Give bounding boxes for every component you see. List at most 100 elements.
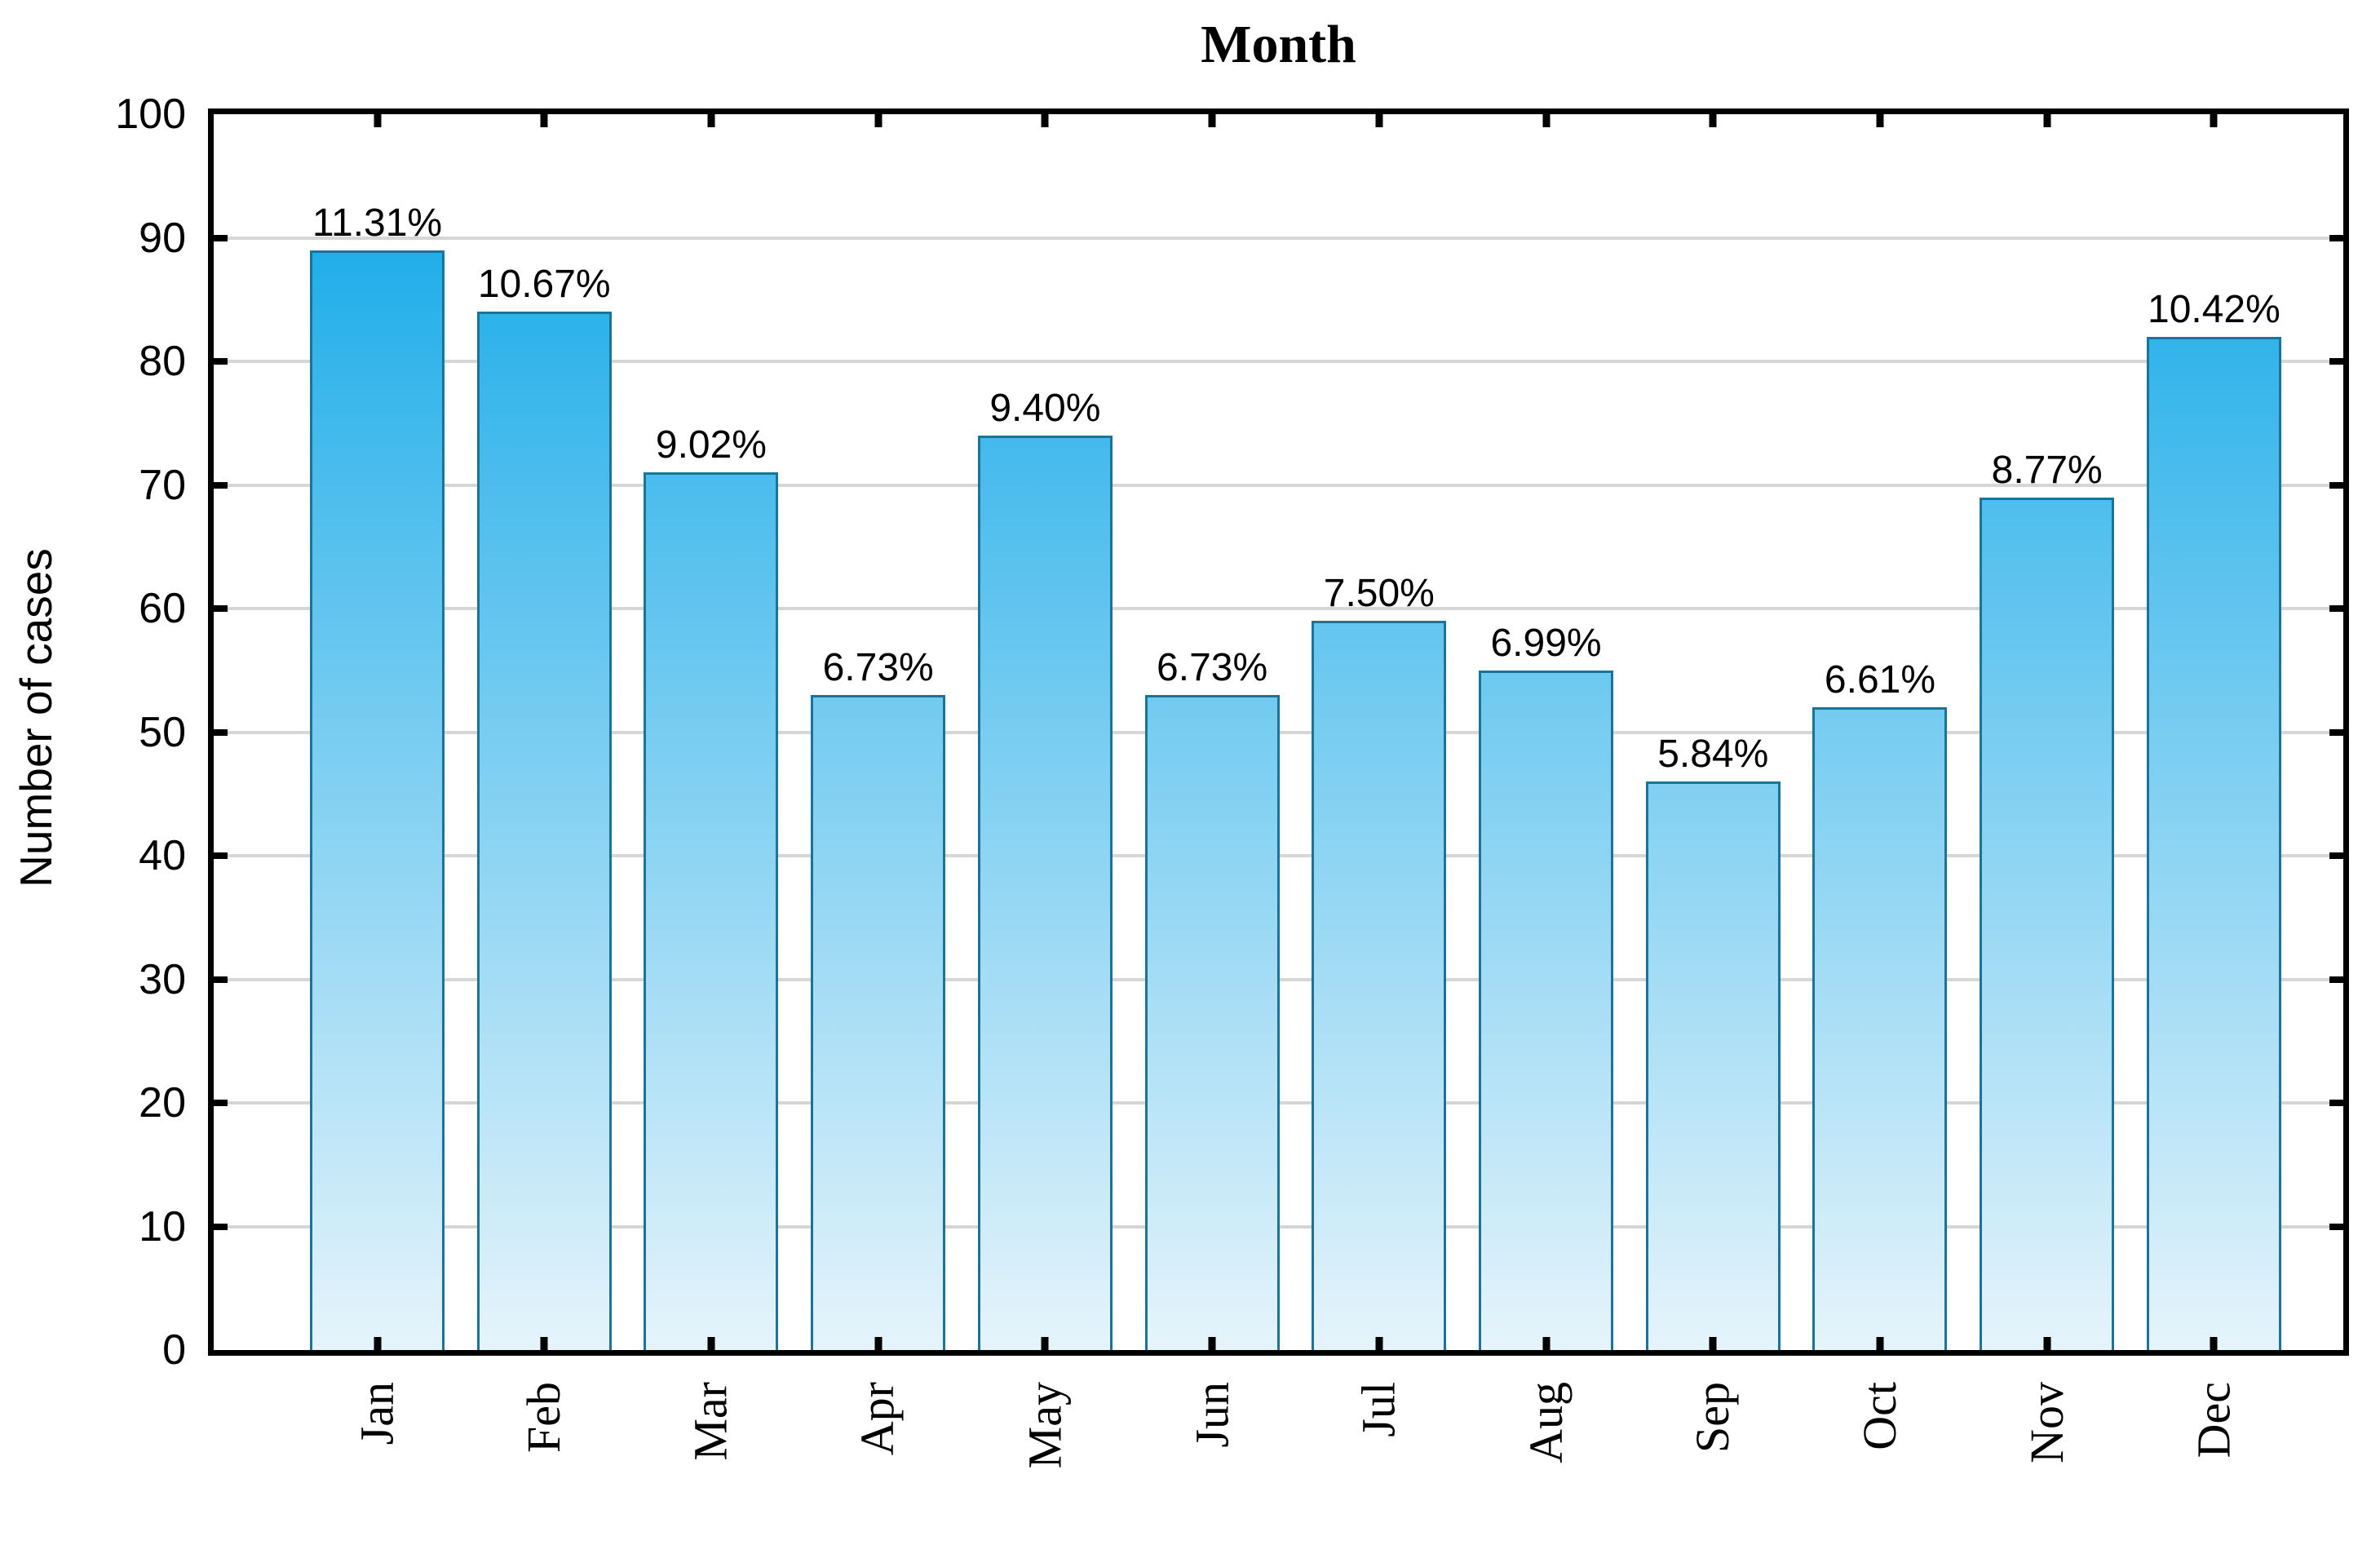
x-tick-cell-jul: Jul (1312, 1382, 1446, 1545)
left-axis-tick-90 (214, 234, 228, 241)
right-axis-tick-50 (2329, 728, 2343, 736)
bar-value-label-dec: 10.42% (2148, 288, 2280, 331)
bar-jun (1144, 695, 1280, 1350)
bottom-axis-tick-feb (540, 1337, 548, 1350)
right-axis-tick-70 (2329, 481, 2343, 489)
top-axis-tick-oct (1876, 114, 1884, 127)
y-axis-tick-label-70: 70 (139, 461, 186, 509)
top-axis-tick-may (1041, 114, 1049, 127)
y-axis-tick-label-10: 10 (139, 1202, 186, 1251)
right-axis-tick-90 (2329, 234, 2343, 241)
top-axis-tick-feb (540, 114, 548, 127)
left-axis-tick-40 (214, 852, 228, 859)
x-tick-label-sep: Sep (1686, 1382, 1740, 1453)
bar-slot-jan: 11.31% (310, 114, 445, 1350)
bottom-axis-tick-nov (2043, 1337, 2051, 1350)
bar-value-label-jun: 6.73% (1157, 646, 1268, 689)
bar-mar (644, 472, 779, 1350)
bar-slot-apr: 6.73% (811, 114, 946, 1350)
x-tick-label-jul: Jul (1351, 1382, 1405, 1437)
left-axis-tick-30 (214, 976, 228, 983)
bar-value-label-mar: 9.02% (655, 423, 767, 467)
bar-feb (476, 312, 612, 1350)
y-axis-tick-label-0: 0 (162, 1326, 186, 1374)
y-axis-tick-label-60: 60 (139, 585, 186, 632)
right-axis-tick-30 (2329, 976, 2343, 983)
left-axis-tick-20 (214, 1100, 228, 1106)
y-axis-tick-label-30: 30 (139, 955, 186, 1003)
bar-sep (1645, 781, 1781, 1350)
top-axis-tick-dec (2210, 114, 2218, 127)
bottom-axis-tick-mar (707, 1337, 715, 1350)
top-axis-tick-jun (1208, 114, 1216, 127)
right-axis-tick-80 (2329, 358, 2343, 365)
y-axis-tick-label-90: 90 (139, 214, 186, 262)
bar-slot-aug: 6.99% (1479, 114, 1614, 1350)
top-axis-tick-nov (2043, 114, 2051, 127)
y-axis-tick-label-80: 80 (139, 338, 186, 385)
bottom-axis-tick-jan (374, 1337, 381, 1350)
x-tick-label-may: May (1018, 1382, 1072, 1469)
x-tick-label-jun: Jun (1185, 1382, 1239, 1448)
bar-jan (310, 250, 445, 1350)
x-tick-cell-jan: Jan (310, 1382, 445, 1545)
top-axis-tick-apr (874, 114, 883, 127)
top-axis-tick-jan (374, 114, 381, 127)
top-axis-tick-sep (1709, 114, 1717, 127)
bar-dec (2146, 337, 2281, 1350)
bar-slot-jun: 6.73% (1144, 114, 1280, 1350)
bar-value-label-nov: 8.77% (1991, 449, 2103, 492)
bar-value-label-feb: 10.67% (477, 263, 611, 306)
bar-slot-feb: 10.67% (476, 114, 612, 1350)
x-tick-cell-may: May (978, 1382, 1113, 1545)
bar-value-label-aug: 6.99% (1490, 622, 1602, 665)
gridline-y-80 (214, 360, 2343, 363)
bar-apr (811, 695, 946, 1350)
x-tick-cell-mar: Mar (644, 1382, 778, 1545)
bar-oct (1812, 707, 1948, 1350)
x-tick-label-jan: Jan (350, 1382, 404, 1445)
x-tick-cell-apr: Apr (811, 1382, 945, 1545)
x-tick-label-nov: Nov (2019, 1382, 2073, 1463)
bar-value-label-apr: 6.73% (822, 646, 934, 689)
top-axis-tick-jul (1375, 114, 1383, 127)
left-axis-tick-80 (214, 358, 228, 365)
bar-value-label-oct: 6.61% (1824, 658, 1936, 702)
right-axis-tick-10 (2329, 1223, 2343, 1230)
x-tick-cell-sep: Sep (1646, 1382, 1781, 1545)
x-tick-cell-oct: Oct (1812, 1382, 1947, 1545)
bottom-axis-tick-aug (1542, 1337, 1551, 1350)
bottom-axis-tick-jul (1375, 1337, 1383, 1350)
bar-slot-may: 9.40% (977, 114, 1113, 1350)
plot-area: 11.31% 10.67% 9.02% 6.73% 9.40% 6.73% 7.50% 6.9… (208, 108, 2349, 1356)
bar-may (977, 436, 1113, 1350)
x-tick-label-apr: Apr (851, 1382, 905, 1456)
bar-value-label-sep: 5.84% (1657, 733, 1769, 776)
bar-slot-oct: 6.61% (1812, 114, 1948, 1350)
bar-slot-dec: 10.42% (2146, 114, 2281, 1350)
top-axis-tick-mar (707, 114, 715, 127)
left-axis-tick-60 (214, 605, 228, 612)
left-axis-tick-70 (214, 481, 228, 489)
x-tick-cell-jun: Jun (1145, 1382, 1280, 1545)
bar-aug (1479, 671, 1614, 1350)
bar-slot-mar: 9.02% (644, 114, 779, 1350)
x-tick-label-oct: Oct (1852, 1382, 1906, 1450)
x-tick-cell-feb: Feb (477, 1382, 612, 1545)
right-axis-tick-60 (2329, 605, 2343, 612)
bar-jul (1312, 621, 1447, 1350)
right-axis-tick-20 (2329, 1100, 2343, 1106)
left-axis-tick-10 (214, 1223, 228, 1230)
bar-nov (1980, 498, 2115, 1350)
x-tick-cell-aug: Aug (1479, 1382, 1613, 1545)
y-axis-tick-label-40: 40 (139, 832, 186, 879)
left-axis-tick-50 (214, 728, 228, 736)
bar-slot-nov: 8.77% (1980, 114, 2115, 1350)
bottom-axis-tick-sep (1709, 1337, 1717, 1350)
top-axis-tick-aug (1542, 114, 1551, 127)
bar-value-label-may: 9.40% (989, 387, 1101, 430)
x-axis-tick-labels: Jan Feb Mar Apr May Jun Jul Aug Sep Oct Nov Dec (214, 1382, 2343, 1545)
x-tick-label-mar: Mar (683, 1382, 737, 1461)
y-axis-tick-label-20: 20 (139, 1079, 186, 1127)
